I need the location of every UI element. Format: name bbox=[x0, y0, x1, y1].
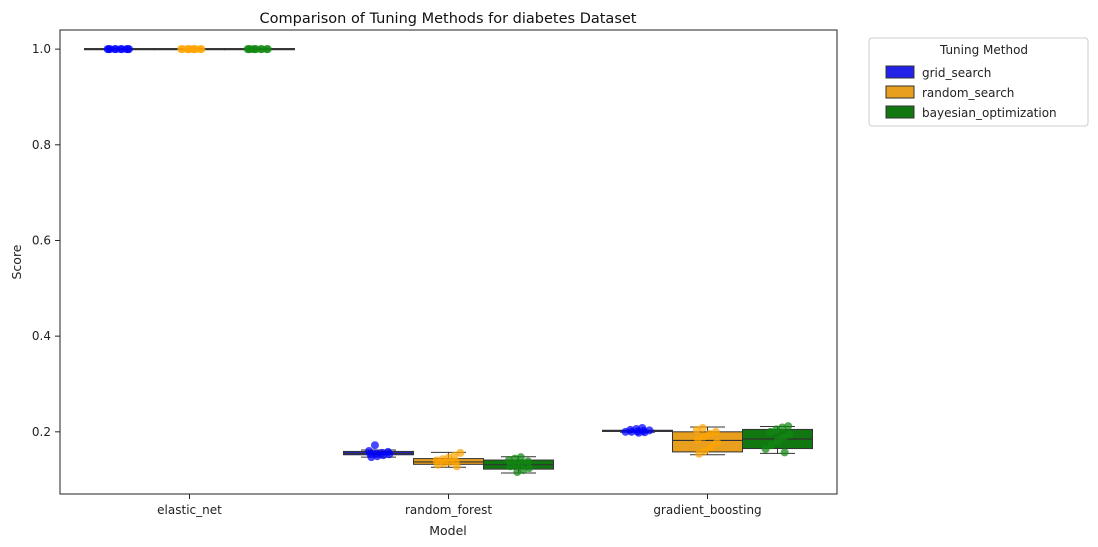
data-point bbox=[701, 446, 710, 455]
data-point bbox=[761, 445, 770, 454]
box-random_search-random_forest bbox=[413, 448, 484, 471]
data-point bbox=[445, 458, 454, 467]
plot-area bbox=[84, 45, 813, 476]
plot-frame bbox=[59, 29, 838, 495]
data-point bbox=[373, 452, 382, 461]
data-point bbox=[627, 427, 636, 436]
legend-title: Tuning Method bbox=[939, 43, 1028, 57]
legend: Tuning Method grid_search random_searchba… bbox=[868, 37, 1089, 127]
data-point bbox=[506, 462, 515, 471]
data-point bbox=[780, 448, 789, 457]
y-tick-label: 0.2 bbox=[32, 425, 51, 439]
data-point bbox=[785, 430, 794, 439]
data-point bbox=[621, 427, 630, 436]
data-point bbox=[452, 462, 461, 471]
legend-label: random_search bbox=[922, 86, 1014, 100]
data-point bbox=[640, 428, 649, 437]
box-bayesian_optimization-random_forest bbox=[483, 453, 554, 476]
box-random_search-elastic_net bbox=[154, 45, 225, 54]
legend-swatch bbox=[885, 65, 915, 79]
legend-frame bbox=[868, 37, 1089, 127]
x-axis-label: Model bbox=[429, 523, 467, 538]
data-point bbox=[766, 427, 775, 436]
legend-swatch bbox=[885, 105, 915, 119]
data-point bbox=[251, 45, 260, 54]
x-tick-label: random_forest bbox=[405, 503, 492, 517]
data-point bbox=[125, 45, 134, 54]
data-point bbox=[245, 45, 254, 54]
x-tick-label: elastic_net bbox=[157, 503, 222, 517]
legend-entry-grid_search: grid_search bbox=[885, 65, 991, 80]
data-point bbox=[707, 443, 716, 452]
data-point bbox=[191, 45, 200, 54]
y-axis-label: Score bbox=[9, 244, 24, 279]
data-point bbox=[257, 45, 266, 54]
data-point bbox=[111, 45, 120, 54]
y-tick-label: 0.6 bbox=[32, 233, 51, 247]
x-tick-label: gradient_boosting bbox=[653, 503, 761, 517]
data-point bbox=[385, 450, 394, 459]
box-grid_search-random_forest bbox=[343, 441, 414, 462]
data-point bbox=[379, 451, 388, 460]
y-tick-label: 0.8 bbox=[32, 138, 51, 152]
data-point bbox=[713, 438, 722, 447]
legend-entry-bayesian_optimization: bayesian_optimization bbox=[885, 105, 1057, 120]
data-point bbox=[185, 45, 194, 54]
legend-label: bayesian_optimization bbox=[922, 106, 1057, 120]
data-point bbox=[773, 437, 782, 446]
data-point bbox=[263, 45, 272, 54]
legend-swatch bbox=[885, 85, 915, 99]
data-point bbox=[699, 432, 708, 441]
data-point bbox=[117, 45, 126, 54]
data-point bbox=[693, 435, 702, 444]
data-point bbox=[779, 433, 788, 442]
data-point bbox=[695, 449, 704, 458]
data-point bbox=[370, 441, 379, 450]
box-random_search-gradient_boosting bbox=[672, 423, 743, 458]
data-point bbox=[513, 467, 522, 476]
data-point bbox=[197, 45, 206, 54]
data-point bbox=[767, 441, 776, 450]
data-point bbox=[367, 453, 376, 462]
y-axis: 0.2 0.4 0.6 0.8 1.0 bbox=[32, 42, 60, 439]
chart-title: Comparison of Tuning Methods for diabete… bbox=[260, 11, 637, 27]
data-point bbox=[705, 429, 714, 438]
legend-entry-random_search: random_search bbox=[885, 85, 1014, 100]
legend-label: grid_search bbox=[922, 66, 991, 80]
box-bayesian_optimization-elastic_net bbox=[224, 45, 295, 54]
box-grid_search-elastic_net bbox=[84, 45, 155, 54]
box-grid_search-gradient_boosting bbox=[602, 423, 673, 437]
box-bayesian_optimization-gradient_boosting bbox=[742, 422, 813, 457]
data-point bbox=[504, 456, 513, 465]
y-tick-label: 1.0 bbox=[32, 42, 51, 56]
data-point bbox=[456, 448, 465, 457]
data-point bbox=[634, 428, 643, 437]
x-axis: elastic_net random_forest gradient_boostin… bbox=[157, 494, 762, 517]
y-tick-label: 0.4 bbox=[32, 329, 51, 343]
data-point bbox=[178, 45, 187, 54]
data-point bbox=[105, 45, 114, 54]
data-point bbox=[433, 460, 442, 469]
data-point bbox=[692, 425, 701, 434]
